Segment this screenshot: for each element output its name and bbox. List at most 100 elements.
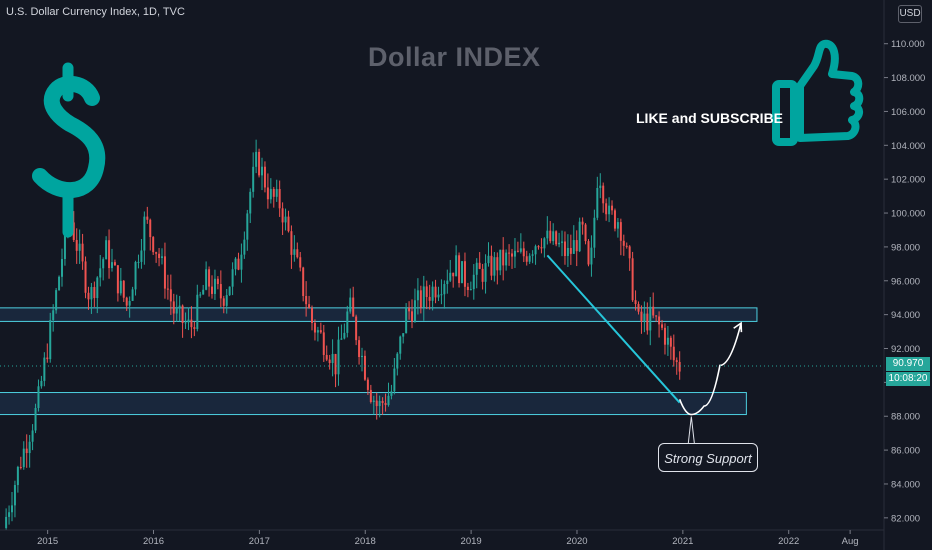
- candle: [178, 295, 181, 322]
- candle: [187, 307, 190, 331]
- candle: [437, 286, 440, 302]
- candle: [396, 352, 399, 376]
- dollar-sign-icon: [32, 62, 106, 238]
- candle: [172, 293, 175, 325]
- candle: [313, 319, 316, 341]
- candle: [528, 253, 531, 265]
- candle: [84, 256, 87, 299]
- candle: [399, 335, 402, 360]
- candle: [661, 319, 664, 331]
- candle: [49, 312, 52, 363]
- candle: [534, 244, 537, 265]
- candle: [34, 403, 37, 434]
- candle: [372, 395, 375, 415]
- candle: [75, 228, 78, 264]
- candle: [87, 286, 90, 310]
- candle: [331, 339, 334, 377]
- candle: [246, 209, 249, 251]
- candle: [531, 250, 534, 264]
- candle: [490, 245, 493, 281]
- x-tick-label: 2015: [37, 536, 58, 547]
- candle: [634, 290, 637, 311]
- candle: [516, 241, 519, 253]
- trendline[interactable]: [546, 254, 681, 404]
- candle: [619, 218, 622, 256]
- y-tick-label: 84.000: [891, 479, 920, 490]
- candle: [608, 197, 611, 223]
- candle: [149, 218, 152, 251]
- candle: [381, 397, 384, 415]
- candle: [343, 323, 346, 340]
- candle: [181, 304, 184, 338]
- candle: [461, 260, 464, 284]
- symbol-header[interactable]: U.S. Dollar Currency Index, 1D, TVC: [6, 6, 185, 18]
- candle: [319, 322, 322, 334]
- candle: [275, 179, 278, 202]
- candle: [525, 250, 528, 266]
- candle: [646, 302, 649, 335]
- candle: [199, 291, 202, 298]
- candle: [119, 267, 122, 296]
- y-tick-label: 92.000: [891, 344, 920, 355]
- currency-badge[interactable]: USD: [898, 5, 922, 23]
- candle: [649, 296, 652, 346]
- candle: [561, 230, 564, 257]
- candle: [611, 200, 614, 215]
- candle: [102, 257, 105, 281]
- candle: [81, 233, 84, 270]
- candle: [252, 152, 255, 198]
- candle: [61, 248, 64, 287]
- candle: [658, 311, 661, 338]
- candle: [405, 303, 408, 334]
- candle: [493, 251, 496, 282]
- candle: [652, 292, 655, 319]
- y-tick-label: 104.000: [891, 141, 925, 152]
- candle: [378, 395, 381, 418]
- candle: [563, 231, 566, 265]
- candle: [511, 248, 514, 269]
- candle: [137, 254, 140, 269]
- candle: [278, 180, 281, 217]
- candle: [484, 254, 487, 294]
- candle: [272, 186, 275, 208]
- candle: [131, 286, 134, 301]
- x-tick-label: 2017: [249, 536, 270, 547]
- candle: [13, 480, 16, 518]
- candle: [663, 323, 666, 355]
- y-tick-label: 94.000: [891, 310, 920, 321]
- support-zone[interactable]: [0, 392, 747, 416]
- y-tick-label: 108.000: [891, 73, 925, 84]
- x-tick-label: 2021: [672, 536, 693, 547]
- candle: [508, 244, 511, 266]
- promo-text: LIKE and SUBSCRIBE: [636, 110, 784, 126]
- candle: [352, 286, 355, 317]
- candle: [575, 230, 578, 267]
- candle: [496, 252, 499, 285]
- candle: [422, 275, 425, 321]
- x-tick-label: 2016: [143, 536, 164, 547]
- candle: [425, 280, 428, 310]
- last-price-tag: 90.970: [886, 357, 930, 371]
- thumbs-up-icon: [772, 39, 864, 146]
- candle: [240, 243, 243, 283]
- candle: [152, 236, 155, 255]
- y-tick-label: 86.000: [891, 446, 920, 457]
- candle: [452, 272, 455, 288]
- candle: [225, 288, 228, 314]
- candle: [46, 343, 49, 363]
- candle: [31, 424, 34, 451]
- resistance-zone[interactable]: [0, 307, 758, 322]
- candle: [258, 148, 261, 178]
- candle: [116, 264, 119, 302]
- candle: [287, 210, 290, 233]
- candle: [193, 321, 196, 337]
- candle: [19, 456, 22, 470]
- candle: [596, 176, 599, 221]
- candle: [231, 262, 234, 296]
- y-tick-label: 100.000: [891, 209, 925, 220]
- candle: [99, 254, 102, 287]
- projection-path[interactable]: [678, 322, 742, 416]
- candle: [243, 231, 246, 259]
